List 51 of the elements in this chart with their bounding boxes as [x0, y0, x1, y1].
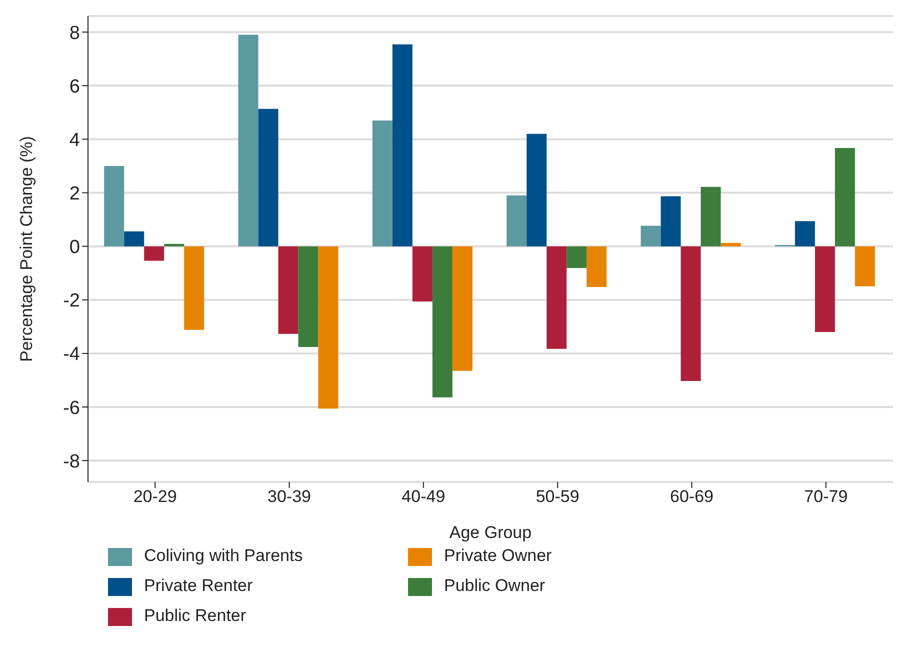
bar	[700, 186, 721, 246]
y-tick-label: -6	[63, 398, 80, 419]
legend-label: Public Renter	[144, 606, 246, 626]
legend-label: Private Renter	[144, 576, 253, 596]
y-tick-label: -4	[63, 344, 80, 366]
x-tick-label: 20-29	[133, 487, 177, 506]
y-tick-label: 8	[69, 22, 80, 44]
bar	[372, 120, 392, 246]
bar	[124, 231, 144, 246]
x-tick-label: 70-79	[804, 487, 848, 506]
bar	[278, 246, 298, 334]
bar	[854, 246, 875, 286]
bar	[432, 246, 452, 398]
y-tick-label: -8	[63, 451, 80, 472]
bar	[144, 246, 164, 261]
legend-label: Public Owner	[444, 576, 546, 596]
y-tick-label: 0	[69, 237, 80, 258]
bar	[164, 244, 184, 246]
y-axis-title: Percentage Point Change (%)	[17, 136, 36, 362]
bar	[506, 195, 527, 246]
x-tick-label: 30-39	[268, 487, 311, 506]
bar	[794, 221, 815, 246]
bar	[412, 246, 432, 302]
legend-label: Coliving with Parents	[144, 546, 303, 566]
bar	[680, 246, 701, 382]
bar	[586, 246, 607, 288]
x-tick-label: 50-59	[536, 487, 580, 506]
bar	[834, 148, 855, 246]
bar	[640, 226, 661, 246]
y-tick-label: -2	[63, 290, 80, 312]
y-tick-label: 2	[69, 184, 80, 205]
bar	[526, 134, 547, 246]
bar	[566, 246, 587, 268]
y-tick-label: 6	[69, 76, 80, 98]
bar	[720, 242, 741, 246]
bar	[546, 246, 567, 349]
bar	[318, 246, 338, 409]
bar	[452, 246, 472, 371]
x-tick-label: 40-49	[402, 487, 446, 506]
bar	[238, 34, 258, 246]
x-axis-title: Age Group	[449, 523, 532, 542]
bar	[660, 196, 681, 246]
bar	[104, 166, 124, 246]
bar	[184, 246, 204, 330]
bar	[814, 246, 835, 332]
bar	[392, 44, 412, 246]
bar	[298, 246, 318, 348]
bar	[258, 108, 278, 246]
legend-label: Private Owner	[444, 546, 552, 566]
y-tick-label: 4	[69, 130, 80, 151]
x-tick-label: 60-69	[670, 487, 714, 506]
